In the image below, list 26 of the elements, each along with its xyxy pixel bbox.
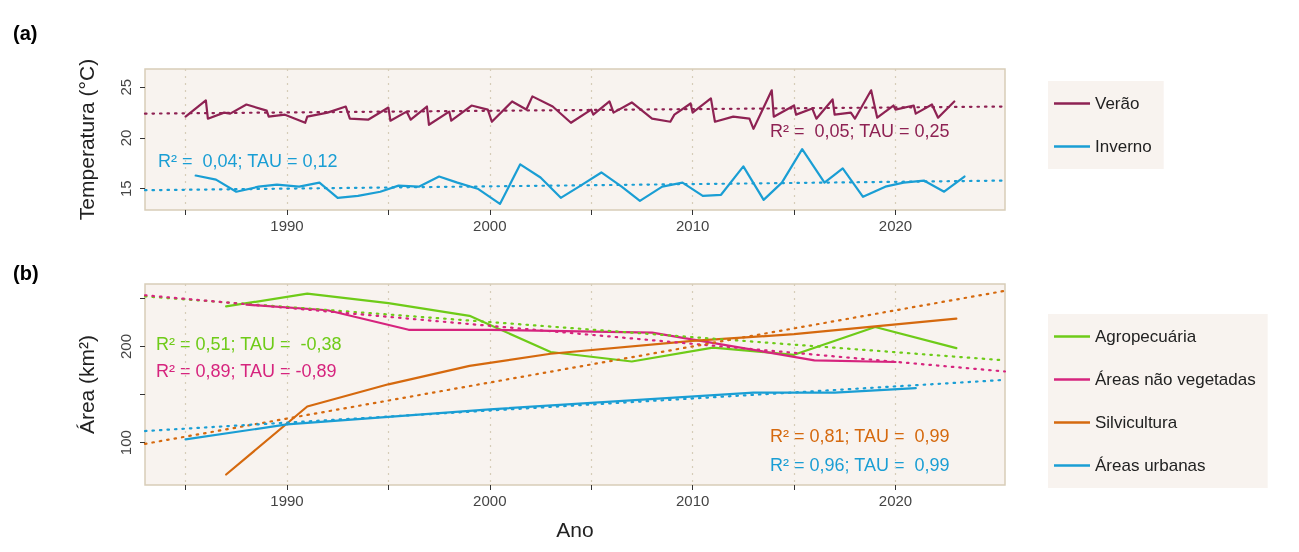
x-tick-label: 2020 — [878, 217, 913, 234]
y-tick-label: 20 — [117, 129, 134, 147]
chart-title: (a) — [13, 22, 38, 44]
x-tick-label: 1990 — [270, 492, 304, 509]
x-tick-label: 2000 — [473, 217, 507, 234]
x-axis-title: Ano — [556, 518, 594, 541]
x-tick-label: 2010 — [675, 217, 710, 234]
legend-label: Verão — [1095, 94, 1140, 113]
chart-title: (b) — [13, 262, 39, 284]
legend-label: Áreas não vegetadas — [1095, 370, 1256, 389]
legend-label: Áreas urbanas — [1095, 456, 1206, 475]
annotation: R² = 0,04; TAU = 0,12 — [158, 151, 338, 171]
x-tick-label: 2000 — [473, 492, 507, 509]
legend-label: Inverno — [1095, 137, 1152, 156]
x-tick-label: 1990 — [270, 217, 304, 234]
y-tick-label: 200 — [117, 334, 134, 360]
x-tick-label: 2010 — [675, 492, 710, 509]
y-axis-title: Área (km²) — [74, 334, 98, 435]
annotation: R² = 0,05; TAU = 0,25 — [770, 121, 950, 141]
y-tick-label: 100 — [117, 430, 134, 456]
legend-label: Agropecuária — [1095, 327, 1197, 346]
y-tick-label: 15 — [117, 180, 134, 198]
x-tick-label: 2020 — [878, 492, 913, 509]
y-axis-title: Temperatura (°C) — [74, 58, 98, 221]
legend-label: Silvicultura — [1095, 413, 1178, 432]
y-tick-label: 25 — [117, 78, 134, 96]
